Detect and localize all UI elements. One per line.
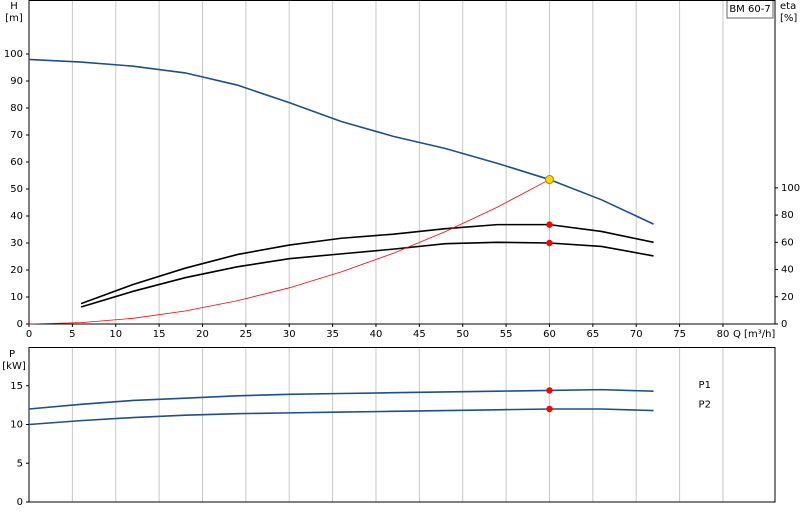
y-tick-label: 20: [10, 265, 23, 276]
y-tick-label: 60: [10, 157, 23, 168]
series-line: [80, 223, 654, 305]
plot-frame: [28, 0, 776, 325]
x-axis-label: Q [m³/h]: [733, 329, 775, 340]
x-tick-label: 60: [543, 329, 556, 340]
series-line: [28, 408, 654, 426]
y-tick-label: 50: [10, 184, 23, 195]
y2-tick-label: 100: [781, 183, 800, 194]
x-tick-label: 15: [153, 329, 166, 340]
y-axis-unit: [kW]: [2, 361, 26, 372]
y2-tick-label: 20: [781, 292, 794, 303]
y-tick-label: 0: [17, 319, 23, 330]
x-tick-label: 80: [717, 329, 730, 340]
series-line: [80, 241, 654, 308]
y2-tick-label: 0: [781, 319, 787, 330]
x-tick-label: 35: [326, 329, 339, 340]
series-line: [28, 179, 550, 325]
x-tick-label: 10: [109, 329, 122, 340]
x-tick-label: 55: [500, 329, 513, 340]
x-tick-label: 50: [456, 329, 469, 340]
y2-tick-label: 60: [781, 237, 794, 248]
y-tick-label: 40: [10, 211, 23, 222]
y-tick-label: 30: [10, 238, 23, 249]
duty-point: [546, 405, 553, 413]
x-tick-label: 30: [283, 329, 296, 340]
duty-point: [546, 387, 553, 394]
y-tick-label: 70: [10, 130, 23, 141]
x-tick-label: 20: [196, 329, 209, 340]
y-tick-label: 100: [4, 49, 23, 60]
y-tick-label: 80: [10, 103, 23, 114]
y2-tick-label: 40: [781, 265, 794, 276]
y-axis-unit: [m]: [5, 13, 23, 24]
y-tick-label: 0: [17, 497, 23, 508]
x-tick-label: 5: [69, 329, 75, 340]
title-box: [726, 0, 774, 19]
y-tick-label: 10: [10, 420, 23, 431]
series-line: [28, 58, 654, 225]
duty-point: [546, 221, 553, 228]
y2-tick-label: 80: [781, 210, 794, 221]
duty-point: [544, 175, 554, 185]
y2-axis-label: eta: [780, 1, 796, 12]
y2-axis-unit: [%]: [780, 13, 797, 24]
y-tick-label: 90: [10, 76, 23, 87]
x-tick-label: 25: [239, 329, 252, 340]
x-tick-label: 0: [26, 329, 32, 340]
x-tick-label: 65: [586, 329, 599, 340]
plot-frame: [28, 347, 776, 503]
y-axis-label: P: [9, 349, 15, 360]
series-label: P1: [699, 380, 711, 391]
y-axis-label: H: [10, 1, 18, 12]
x-tick-label: 45: [413, 329, 426, 340]
y-tick-label: 15: [10, 381, 23, 392]
y-tick-label: 10: [10, 292, 23, 303]
series-label: P2: [699, 400, 711, 411]
x-tick-label: 40: [370, 329, 383, 340]
chart-title: BM 60-7: [729, 4, 770, 15]
x-tick-label: 75: [673, 329, 686, 340]
series-line: [28, 388, 654, 410]
y-tick-label: 5: [17, 458, 23, 469]
duty-point: [546, 239, 553, 247]
x-tick-label: 70: [630, 329, 643, 340]
